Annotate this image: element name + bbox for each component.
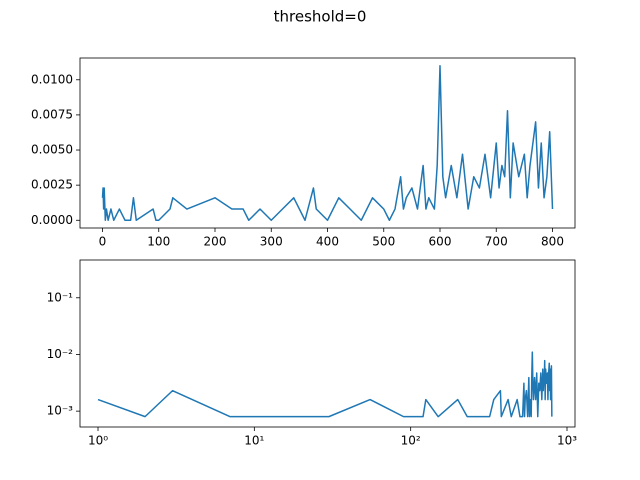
- x-tick-label: 10¹: [244, 434, 264, 448]
- y-tick-label: 0.0100: [31, 72, 73, 86]
- y-tick-label: 10⁻²: [47, 347, 74, 361]
- x-tick-label: 10³: [557, 434, 577, 448]
- x-tick-label: 0: [99, 235, 107, 249]
- x-tick-label: 10⁰: [88, 434, 108, 448]
- x-tick-label: 10²: [401, 434, 421, 448]
- y-tick-label: 0.0050: [31, 143, 73, 157]
- data-line: [97, 351, 553, 418]
- y-tick-label: 0.0075: [31, 107, 73, 121]
- y-tick-label: 10⁻³: [47, 404, 74, 418]
- x-tick-label: 800: [541, 235, 564, 249]
- axes-frame: [79, 57, 576, 229]
- figure-title: threshold=0: [274, 8, 367, 26]
- y-tick-label: 0.0025: [31, 178, 73, 192]
- data-line: [101, 64, 554, 222]
- x-tick-label: 100: [147, 235, 170, 249]
- x-tick-label: 600: [429, 235, 452, 249]
- x-tick-label: 700: [485, 235, 508, 249]
- x-tick-label: 400: [316, 235, 339, 249]
- y-tick-label: 10⁻¹: [47, 290, 74, 304]
- axes-frame: [79, 259, 576, 428]
- x-tick-label: 500: [372, 235, 395, 249]
- x-tick-label: 200: [204, 235, 227, 249]
- y-tick-label: 0.0000: [31, 213, 73, 227]
- x-tick-label: 300: [260, 235, 283, 249]
